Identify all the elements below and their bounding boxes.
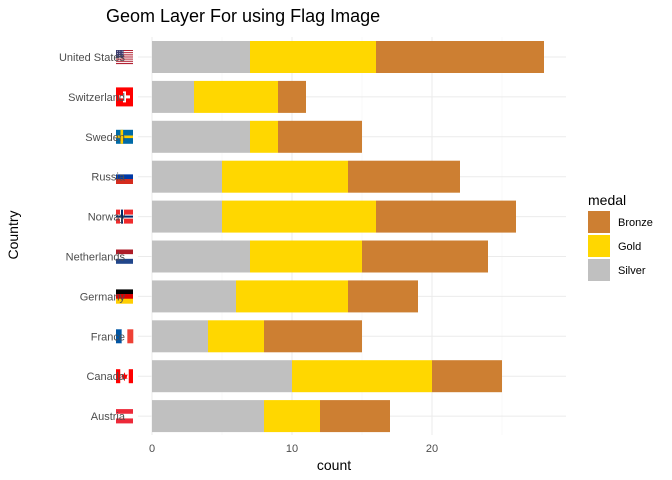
flag-icons — [116, 50, 134, 424]
bar-gold-sweden — [250, 120, 278, 153]
x-tick-label: 0 — [149, 443, 155, 455]
bar-gold-switzerland — [194, 80, 278, 113]
russia-flag-icon — [116, 169, 133, 184]
france-flag-icon — [116, 329, 134, 344]
bar-silver-united-states — [152, 41, 250, 73]
x-tick-labels: 0 10 20 — [149, 443, 438, 455]
bar-gold-france — [208, 320, 264, 353]
bar-silver-canada — [152, 360, 292, 393]
y-tick-label: Norway — [88, 212, 126, 224]
sweden-flag-icon — [116, 129, 133, 144]
bar-bronze-united-states — [376, 41, 544, 73]
x-axis-label: count — [317, 457, 351, 473]
bar-silver-netherlands — [152, 240, 250, 273]
bar-gold-russia — [222, 160, 348, 193]
bar-silver-france — [152, 320, 208, 353]
bars — [152, 41, 544, 433]
bar-gold-germany — [236, 280, 348, 313]
bar-bronze-sweden — [278, 120, 362, 153]
bar-bronze-norway — [376, 200, 516, 233]
y-tick-label: Germany — [80, 291, 126, 303]
bar-bronze-austria — [320, 400, 390, 433]
bar-silver-germany — [152, 280, 236, 313]
bar-gold-norway — [222, 200, 376, 233]
y-tick-label: Russia — [91, 172, 126, 184]
legend-title: medal — [588, 192, 626, 208]
bar-bronze-germany — [348, 280, 418, 313]
bar-bronze-switzerland — [278, 80, 306, 113]
y-tick-label: Austria — [91, 411, 126, 423]
canada-flag-icon — [116, 369, 133, 384]
x-tick-label: 10 — [286, 443, 298, 455]
bar-silver-sweden — [152, 120, 250, 153]
bar-silver-russia — [152, 160, 222, 193]
norway-flag-icon — [116, 209, 133, 224]
y-tick-label: Sweden — [85, 132, 125, 144]
bar-gold-netherlands — [250, 240, 362, 273]
bar-bronze-russia — [348, 160, 460, 193]
y-tick-label: United States — [59, 52, 126, 64]
y-tick-label: Canada — [86, 371, 125, 383]
bar-silver-austria — [152, 400, 264, 433]
y-tick-label: Switzerland — [68, 92, 125, 104]
legend-swatch-gold — [588, 235, 610, 257]
legend-label-silver: Silver — [618, 265, 646, 277]
legend-label-gold: Gold — [618, 241, 641, 253]
y-tick-label: Netherlands — [66, 252, 126, 264]
bar-gold-united-states — [250, 41, 376, 73]
united-states-flag-icon — [116, 50, 133, 65]
chart-title: Geom Layer For using Flag Image — [106, 6, 380, 26]
legend-swatch-silver — [588, 259, 610, 281]
bar-bronze-france — [264, 320, 362, 353]
bar-bronze-netherlands — [362, 240, 488, 273]
y-tick-labels: Austria Canada France Germany Netherlands Nor… — [59, 52, 126, 423]
netherlands-flag-icon — [116, 249, 133, 264]
bar-silver-switzerland — [152, 80, 194, 113]
legend-swatch-bronze — [588, 211, 610, 233]
y-axis-label: Country — [5, 210, 21, 259]
germany-flag-icon — [116, 289, 133, 304]
bar-gold-canada — [292, 360, 432, 393]
bar-gold-austria — [264, 400, 320, 433]
bar-bronze-canada — [432, 360, 502, 393]
bar-silver-norway — [152, 200, 222, 233]
switzerland-flag-icon — [116, 87, 133, 107]
x-tick-label: 20 — [426, 443, 438, 455]
y-tick-label: France — [91, 331, 125, 343]
austria-flag-icon — [116, 409, 133, 424]
legend: medal Bronze Gold Silver — [588, 192, 653, 281]
legend-label-bronze: Bronze — [618, 217, 653, 229]
